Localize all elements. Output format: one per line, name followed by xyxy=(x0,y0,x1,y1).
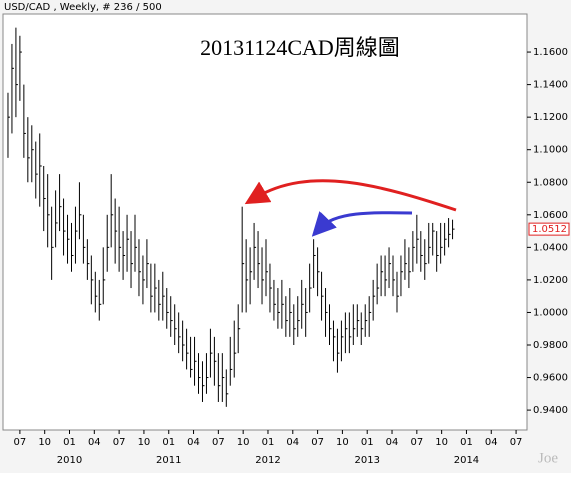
x-tick-label: 04 xyxy=(485,437,498,448)
x-tick-label: 04 xyxy=(286,437,299,448)
y-tick-label: 1.0200 xyxy=(533,275,568,286)
y-tick-label: 1.0800 xyxy=(533,177,568,188)
x-tick-label: 07 xyxy=(311,437,324,448)
year-label: 2013 xyxy=(354,455,379,466)
x-tick-label: 07 xyxy=(410,437,423,448)
chart-header: USD/CAD , Weekly, # 236 / 500 xyxy=(4,2,162,13)
annotation-arrow xyxy=(244,179,457,212)
x-tick-label: 07 xyxy=(113,437,126,448)
x-tick-label: 04 xyxy=(88,437,101,448)
year-label: 2011 xyxy=(156,455,181,466)
x-tick-label: 07 xyxy=(14,437,27,448)
x-tick-label: 01 xyxy=(162,437,175,448)
last-price: 1.0512 xyxy=(532,224,567,235)
x-tick-label: 10 xyxy=(237,437,250,448)
x-tick-label: 01 xyxy=(63,437,76,448)
y-tick-label: 1.1400 xyxy=(533,80,568,91)
x-tick-label: 04 xyxy=(386,437,399,448)
x-tick-label: 01 xyxy=(262,437,275,448)
x-tick-label: 10 xyxy=(435,437,448,448)
y-tick-label: 1.0600 xyxy=(533,210,568,221)
x-tick-label: 10 xyxy=(336,437,349,448)
y-tick-label: 0.9400 xyxy=(533,405,568,416)
year-label: 2010 xyxy=(57,455,82,466)
x-tick-label: 10 xyxy=(38,437,51,448)
y-tick-label: 1.0400 xyxy=(533,242,568,253)
y-tick-label: 0.9600 xyxy=(533,373,568,384)
year-label: 2012 xyxy=(255,455,280,466)
x-tick-label: 04 xyxy=(187,437,200,448)
y-tick-label: 0.9800 xyxy=(533,340,568,351)
plot-area xyxy=(2,13,528,431)
chart-title: 20131124CAD周線圖 xyxy=(200,35,400,60)
price-box xyxy=(528,222,570,236)
y-tick-label: 1.1200 xyxy=(533,112,568,123)
x-tick-label: 07 xyxy=(212,437,225,448)
y-tick-label: 1.1000 xyxy=(533,145,568,156)
year-label: 2014 xyxy=(454,455,479,466)
x-tick-label: 07 xyxy=(510,437,523,448)
y-tick-label: 1.1600 xyxy=(533,47,568,58)
x-tick-label: 10 xyxy=(138,437,151,448)
x-tick-label: 01 xyxy=(361,437,374,448)
x-tick-label: 01 xyxy=(460,437,473,448)
annotation-arrow xyxy=(311,211,413,237)
y-tick-label: 1.0000 xyxy=(533,307,568,318)
watermark: Joe xyxy=(538,450,558,466)
